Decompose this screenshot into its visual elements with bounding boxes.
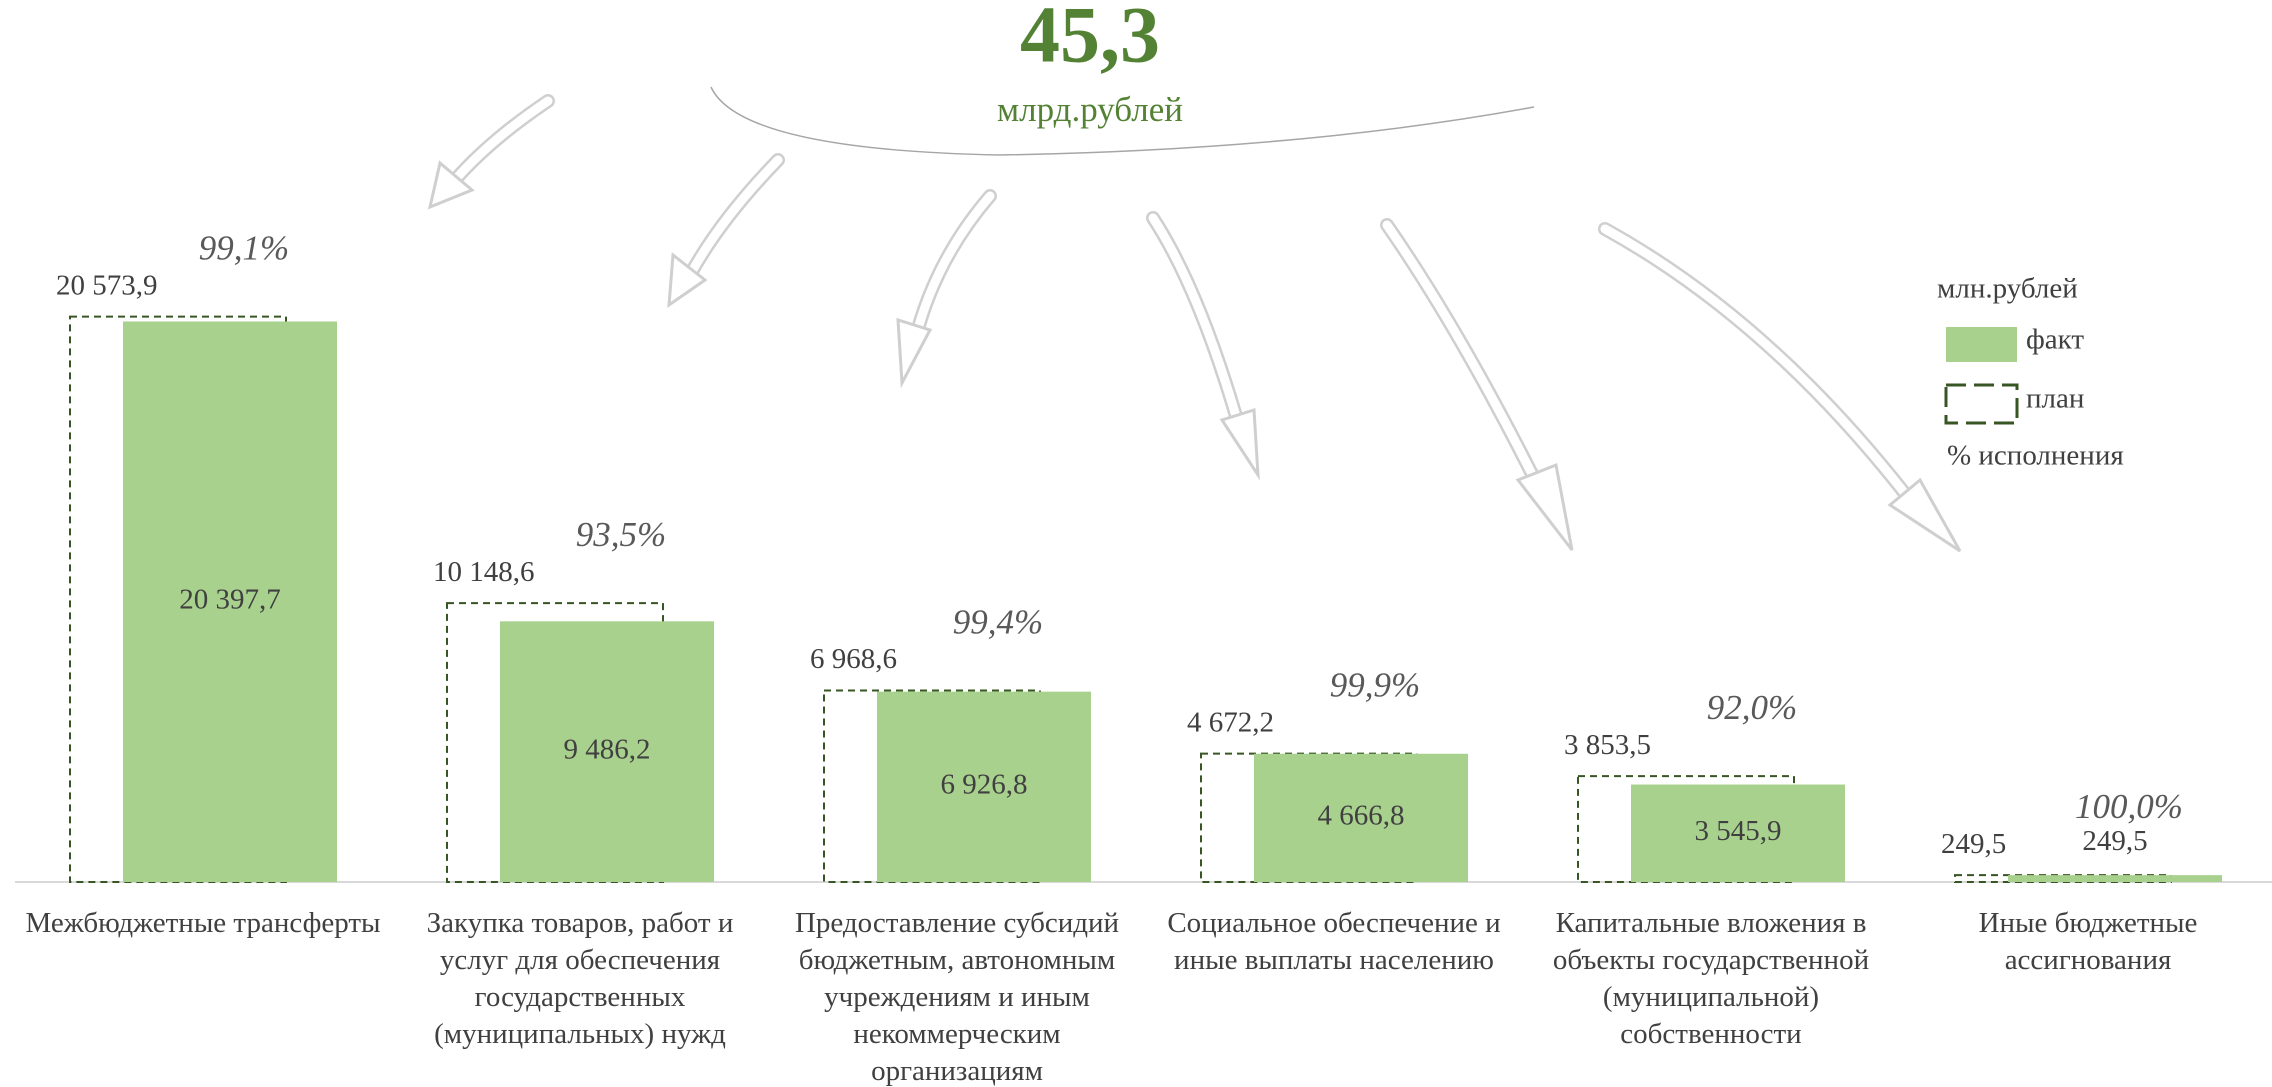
plan-label: 6 968,6 [810,643,897,675]
fact-bar [1254,753,1468,882]
category-label: Закупка товаров, работ и услуг для обесп… [426,907,734,1050]
plan-label: 4 672,2 [1187,706,1274,738]
percent-label: 99,9% [1330,666,1420,705]
unit-label: млн.рублей [1937,273,2078,305]
legend-percent: % исполнения [1947,440,2124,472]
plan-label: 20 573,9 [56,269,158,301]
fact-bar [123,321,337,882]
legend-fact: факт [2026,324,2084,356]
fact-bar [2008,875,2222,882]
fact-bar [1631,784,1845,882]
category-label: Социальное обеспечение и иные выплаты на… [1167,907,1501,976]
legend-plan: план [2026,383,2084,415]
fact-label: 9 486,2 [564,733,651,765]
legend-plan-swatch [1944,383,2019,425]
fact-bar [500,621,714,882]
legend-fact-swatch [1946,327,2017,362]
fact-label: 3 545,9 [1695,815,1782,847]
plan-bar [823,689,1041,883]
plan-label: 249,5 [1941,828,2006,860]
fact-bar [877,691,1091,882]
percent-label: 99,4% [953,603,1043,642]
fact-label: 6 926,8 [941,768,1028,800]
category-label: Межбюджетные трансферты [25,907,381,939]
fact-label: 20 397,7 [179,583,281,615]
category-label: Предоставление субсидий бюджетным, автон… [794,907,1120,1087]
fact-label: 4 666,8 [1318,800,1405,832]
percent-label: 99,1% [199,229,289,268]
decor-arrows [427,86,1962,553]
total-unit: млрд.рублей [997,90,1183,129]
category-label: Иные бюджетные ассигнования [1978,907,2198,976]
category-label: Капитальные вложения в объекты государст… [1552,907,1870,1050]
plan-label: 3 853,5 [1564,729,1651,761]
percent-label: 93,5% [576,515,666,554]
percent-label: 92,0% [1707,688,1797,727]
plan-label: 10 148,6 [433,556,535,588]
percent-label: 100,0% [2075,787,2183,826]
total: 45,3 [1020,0,1160,79]
fact-label: 249,5 [2082,825,2147,857]
